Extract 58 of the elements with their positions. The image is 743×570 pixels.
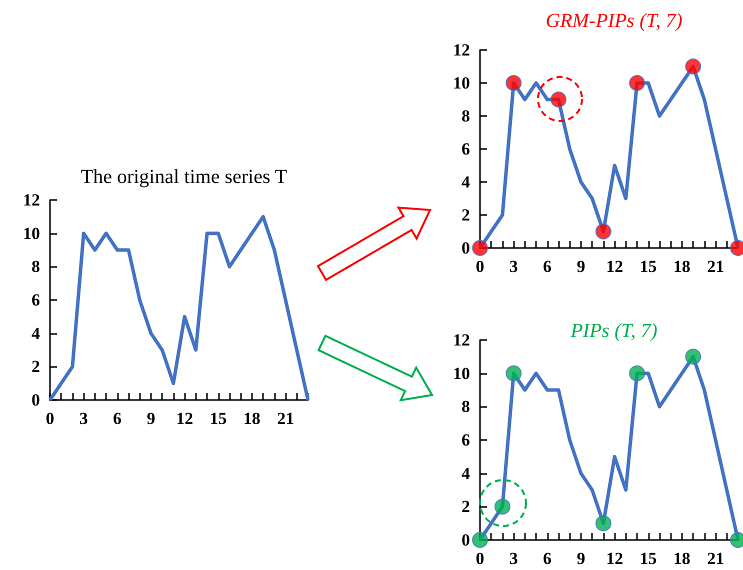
point (629, 365, 646, 382)
y-tick-label: 4 (462, 464, 470, 483)
x-tick-label: 3 (79, 409, 88, 428)
y-tick-label: 4 (462, 172, 470, 192)
y-tick-label: 12 (23, 190, 40, 210)
y-tick-label: 0 (462, 530, 470, 550)
point (595, 224, 612, 240)
x-tick-label: 9 (576, 257, 586, 276)
chart-title: PIPs (T, 7) (570, 320, 658, 342)
y-tick-label: 6 (32, 290, 40, 310)
y-tick-label: 2 (462, 206, 470, 224)
point (595, 515, 612, 532)
y-tick-label: 4 (32, 324, 40, 343)
x-tick-label: 9 (146, 409, 156, 428)
y-tick-label: 8 (462, 397, 470, 416)
x-tick-label: 3 (509, 257, 518, 276)
x-tick-label: 6 (543, 549, 552, 568)
x-tick-label: 21 (277, 409, 294, 428)
x-tick-label: 18 (243, 409, 260, 428)
y-tick-label: 8 (462, 106, 470, 126)
y-tick-label: 10 (453, 74, 470, 92)
x-tick-label: 18 (673, 549, 690, 568)
x-tick-label: 6 (113, 409, 122, 428)
y-tick-label: 6 (462, 140, 470, 158)
x-tick-label: 0 (476, 549, 484, 568)
y-tick-label: 12 (453, 330, 470, 350)
y-tick-label: 10 (23, 224, 40, 243)
x-tick-label: 21 (707, 549, 724, 568)
point (685, 58, 702, 74)
x-tick-label: 0 (46, 409, 54, 428)
x-tick-label: 9 (576, 549, 586, 568)
y-tick-label: 0 (462, 238, 470, 258)
y-tick-label: 10 (453, 364, 470, 383)
x-tick-label: 18 (673, 257, 690, 276)
chart-title: GRM-PIPs (T, 7) (546, 10, 683, 32)
x-tick-label: 3 (509, 549, 518, 568)
point (472, 532, 488, 548)
y-tick-label: 2 (32, 357, 40, 376)
point (506, 365, 522, 382)
y-tick-label: 2 (462, 497, 470, 516)
x-tick-label: 12 (606, 257, 624, 276)
x-tick-label: 15 (640, 257, 657, 276)
x-tick-label: 12 (176, 409, 194, 428)
y-tick-label: 8 (32, 257, 40, 276)
point (506, 75, 522, 91)
chart-title: The original time series T (80, 166, 288, 188)
x-tick-label: 0 (476, 257, 484, 276)
x-tick-label: 15 (210, 409, 227, 428)
point (472, 240, 488, 256)
point (685, 348, 702, 365)
y-tick-label: 6 (462, 430, 470, 450)
y-tick-label: 0 (32, 390, 40, 410)
y-tick-label: 12 (453, 40, 470, 60)
x-tick-label: 12 (606, 549, 624, 568)
x-tick-label: 21 (707, 257, 724, 276)
point (629, 75, 646, 91)
x-tick-label: 6 (543, 257, 552, 276)
x-tick-label: 15 (640, 549, 657, 568)
